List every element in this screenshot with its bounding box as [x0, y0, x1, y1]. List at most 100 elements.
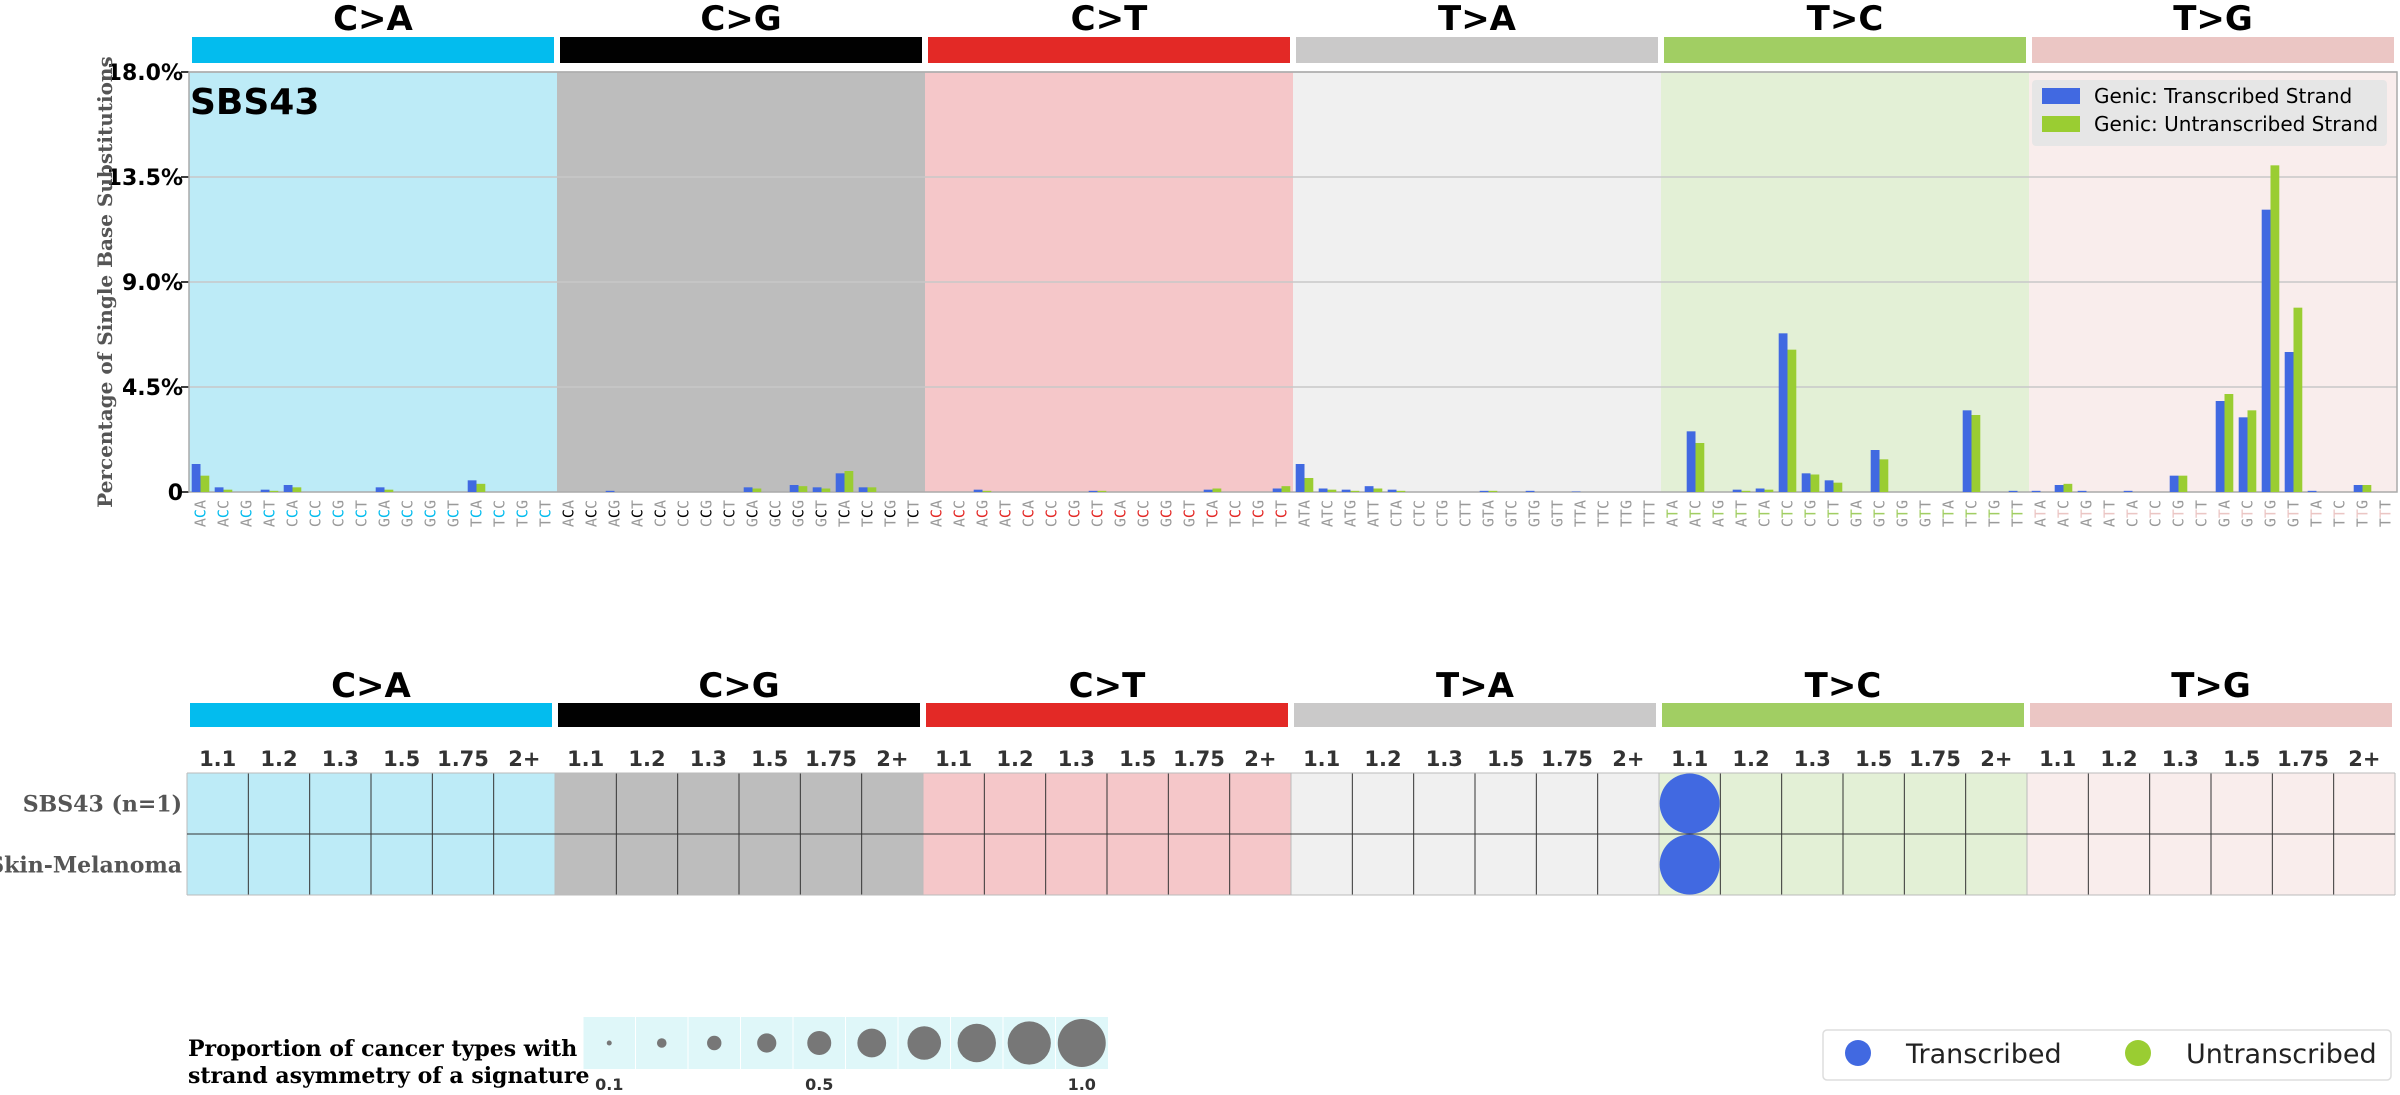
size-legend-circle: [907, 1026, 942, 1060]
bucket-label: 1.3: [322, 747, 359, 771]
context-label: GTT: [1549, 500, 1567, 527]
context-label: GTC: [1503, 500, 1521, 527]
context-label: CCT: [1089, 500, 1107, 527]
legend-label: Genic: Transcribed Strand: [2094, 84, 2352, 108]
bar: [1525, 490, 1535, 492]
strand-legend-label: Untranscribed: [2186, 1039, 2377, 1070]
context-label: TCC: [1227, 500, 1245, 527]
bucket-label: 1.5: [1487, 747, 1524, 771]
context-label: ATG: [1342, 500, 1360, 527]
bar: [2169, 475, 2179, 492]
context-label: GTT: [2285, 500, 2303, 527]
mutation-type-bar: [1662, 703, 2024, 727]
bar: [1764, 489, 1774, 492]
context-label: ATT: [2101, 500, 2119, 527]
mutation-type-label: T>A: [1438, 0, 1517, 39]
size-legend-tick: 0.1: [595, 1075, 623, 1094]
context-label: GTG: [2262, 500, 2280, 527]
bar: [467, 480, 477, 492]
bucket-label: 1.2: [1732, 747, 1769, 771]
bucket-label: 1.2: [628, 747, 665, 771]
bar: [1097, 490, 1107, 492]
context-label: GTC: [1871, 500, 1889, 527]
bucket-label: 1.3: [2162, 747, 2199, 771]
bar: [2224, 394, 2234, 492]
y-axis-label: Percentage of Single Base Substitutions: [93, 56, 117, 507]
bucket-label: 1.2: [1364, 747, 1401, 771]
bucket-label: 1.1: [1303, 747, 1340, 771]
size-legend-circle: [757, 1033, 777, 1053]
context-label: TCG: [1250, 500, 1268, 527]
bucket-label: 1.75: [2277, 747, 2329, 771]
bucket-label: 1.5: [751, 747, 788, 771]
context-label: ATG: [1710, 500, 1728, 527]
mutation-type-bar: [560, 37, 922, 63]
bar: [2247, 410, 2257, 492]
bar: [2270, 165, 2280, 493]
bar: [1833, 482, 1843, 492]
bar: [867, 487, 877, 492]
context-label: ACC: [215, 500, 233, 527]
bar: [1778, 333, 1788, 492]
mutation-type-label: T>G: [2171, 666, 2251, 706]
size-legend-circle: [707, 1035, 722, 1051]
context-label: TCA: [468, 500, 486, 527]
bar: [2293, 307, 2303, 492]
bar: [2054, 485, 2064, 492]
mutation-type-bar: [926, 703, 1288, 727]
bar: [1088, 490, 1098, 492]
context-label: ACG: [238, 500, 256, 527]
context-label: TCA: [836, 500, 854, 527]
bucket-label: 1.1: [2039, 747, 2076, 771]
context-label: CTC: [1411, 500, 1429, 527]
y-tick-label: 0: [168, 481, 183, 506]
context-label: CCA: [652, 500, 670, 527]
context-label: TTC: [1595, 500, 1613, 527]
context-label: TTA: [1940, 500, 1958, 527]
bucket-label: 2+: [1244, 747, 1276, 771]
context-label: GTT: [1917, 500, 1935, 527]
mutation-type-bar: [190, 703, 552, 727]
context-label: CTT: [1825, 500, 1843, 527]
bar: [384, 489, 394, 492]
bucket-label: 1.5: [1855, 747, 1892, 771]
context-label: ACC: [583, 500, 601, 527]
context-label: GCC: [767, 500, 785, 527]
bar: [1281, 486, 1291, 492]
bar: [2362, 485, 2372, 492]
mutation-type-bar: [192, 37, 554, 63]
bar: [1801, 473, 1811, 492]
context-label: GCT: [445, 500, 463, 527]
context-label: CTG: [1802, 500, 1820, 527]
mutation-type-bar: [1664, 37, 2026, 63]
bar: [812, 487, 822, 492]
context-label: CTA: [1756, 500, 1774, 527]
context-label: CTT: [1457, 500, 1475, 527]
context-label: GCG: [422, 500, 440, 527]
strand-legend-dot: [1845, 1040, 1871, 1066]
legend-swatch: [2042, 88, 2080, 104]
size-legend-circle: [807, 1031, 832, 1055]
context-label: GCA: [1112, 500, 1130, 527]
bar: [1396, 490, 1406, 492]
context-label: GCG: [790, 500, 808, 527]
context-label: ACG: [606, 500, 624, 527]
size-legend-circle: [857, 1028, 887, 1058]
bar: [1341, 489, 1351, 492]
bar: [789, 485, 799, 492]
mutation-type-bar: [558, 703, 920, 727]
bar: [2123, 490, 2133, 492]
context-label: GCT: [1181, 500, 1199, 527]
context-label: TTG: [2354, 500, 2372, 527]
size-legend-circle: [957, 1023, 996, 1063]
bar: [260, 489, 270, 492]
bar: [1971, 415, 1981, 492]
bar: [1695, 443, 1705, 492]
bar: [1879, 459, 1889, 492]
context-label: GTC: [2239, 500, 2257, 527]
bar: [1810, 474, 1820, 492]
context-label: ATG: [2078, 500, 2096, 527]
bar: [2063, 483, 2073, 492]
context-label: TTT: [2377, 500, 2395, 527]
